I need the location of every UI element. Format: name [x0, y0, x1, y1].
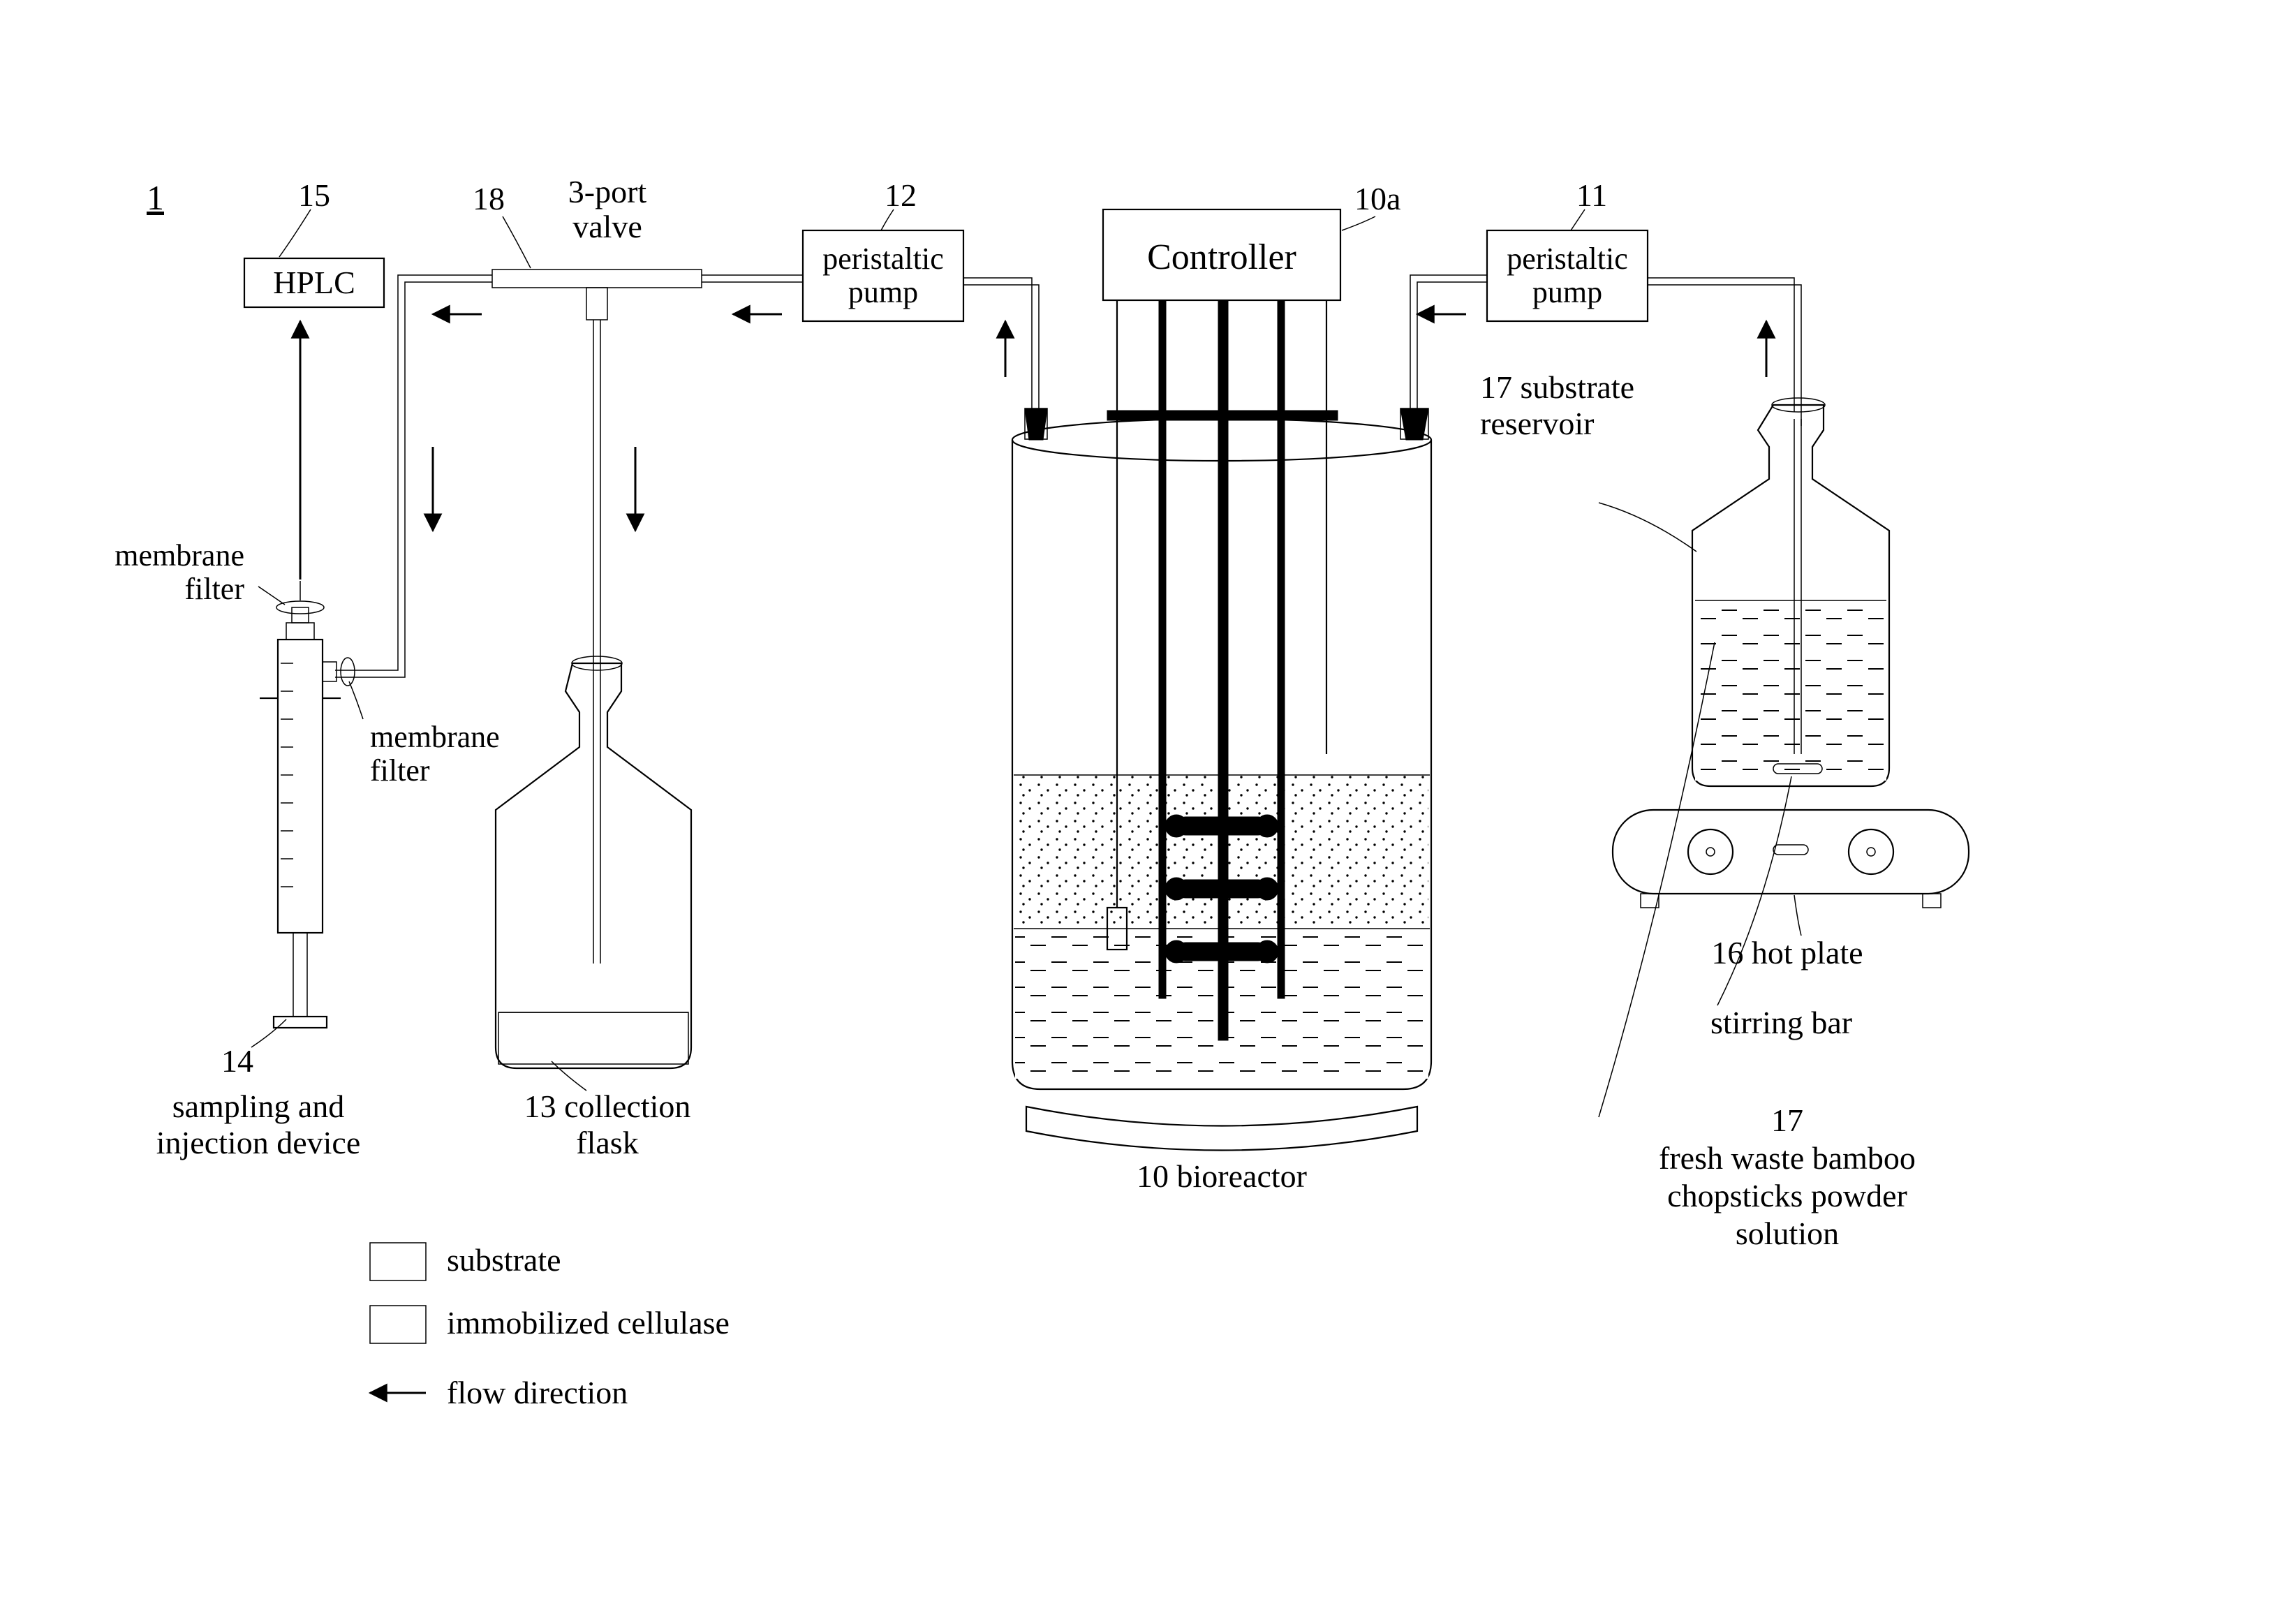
label-18: 18 [473, 181, 505, 216]
label-valve: 3-portvalve [568, 174, 647, 244]
sampling-device [260, 581, 355, 1028]
label-17-reservoir: 17 substratereservoir [1480, 369, 1634, 441]
three-port-valve [492, 270, 702, 320]
label-10: 10 bioreactor [1137, 1158, 1307, 1194]
bioreactor [1012, 300, 1431, 1151]
label-15: 15 [298, 177, 330, 213]
label-17-solution: 17fresh waste bamboochopsticks powdersol… [1659, 1102, 1916, 1251]
legend-cellulase: immobilized cellulase [447, 1305, 730, 1341]
label-stirring: stirring bar [1710, 1005, 1852, 1040]
hot-plate [1613, 810, 1969, 908]
label-16: 16 hot plate [1711, 935, 1863, 970]
label-12: 12 [885, 177, 917, 213]
label-sampling: sampling andinjection device [156, 1088, 361, 1160]
figure-number: 1 [147, 178, 164, 217]
legend-flow: flow direction [447, 1375, 628, 1410]
hplc-label: HPLC [273, 265, 355, 300]
label-pump11: peristalticpump [1507, 242, 1628, 309]
substrate-reservoir [1692, 398, 1889, 786]
label-pump12: peristalticpump [822, 242, 944, 309]
label-13: 13 collectionflask [524, 1088, 691, 1160]
legend: substrate immobilized cellulase flow dir… [370, 1242, 730, 1410]
label-membrane-side: membranefilter [370, 720, 500, 788]
controller-label: Controller [1147, 237, 1296, 277]
label-11: 11 [1576, 177, 1607, 213]
label-14: 14 [221, 1043, 253, 1079]
label-10a: 10a [1354, 181, 1400, 216]
label-membrane-top: membranefilter [114, 538, 244, 606]
legend-substrate: substrate [447, 1242, 561, 1278]
